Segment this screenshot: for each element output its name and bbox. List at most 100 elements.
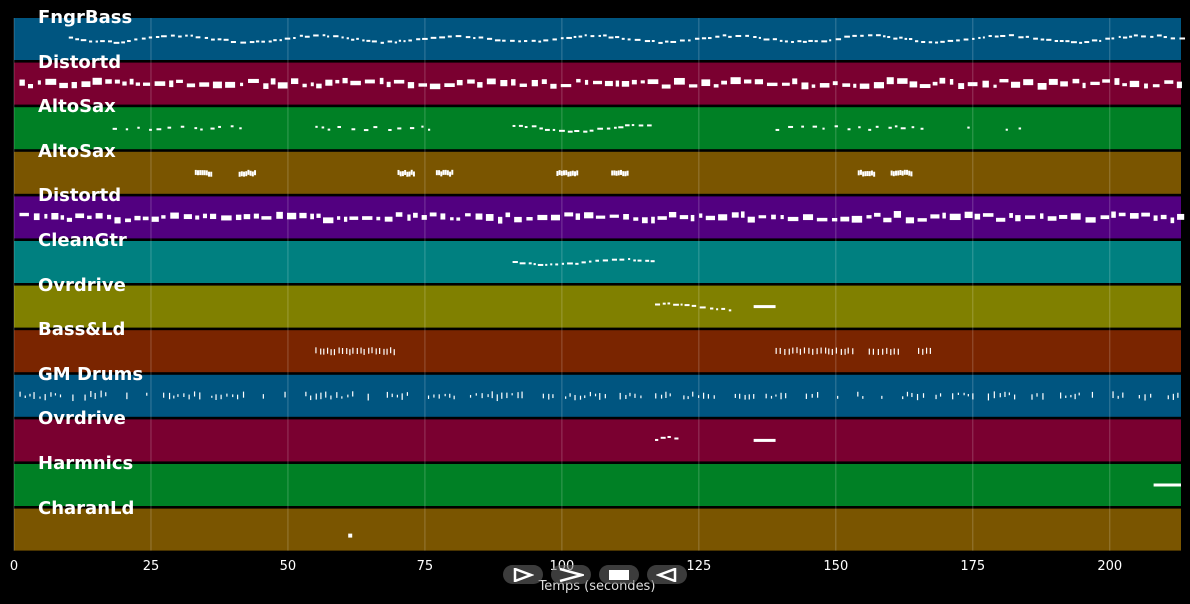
midi-note	[1118, 212, 1126, 217]
midi-note	[647, 124, 652, 127]
midi-note	[584, 395, 586, 399]
midi-note	[840, 216, 850, 222]
midi-note	[446, 170, 449, 176]
midi-note	[388, 128, 392, 131]
midi-note	[261, 216, 272, 220]
midi-note	[598, 34, 601, 37]
rewind-button[interactable]	[647, 565, 687, 584]
midi-note	[401, 171, 404, 177]
stop-button[interactable]	[599, 565, 639, 584]
midi-note	[384, 216, 393, 222]
midi-note	[173, 395, 175, 399]
midi-note	[819, 83, 830, 88]
midi-note	[1023, 79, 1034, 86]
midi-note	[348, 533, 353, 538]
midi-note	[447, 35, 452, 38]
midi-note	[243, 214, 251, 220]
midi-note	[857, 170, 860, 176]
midi-note	[565, 170, 568, 176]
midi-note	[268, 40, 272, 43]
midi-note	[829, 39, 832, 42]
midi-note	[336, 392, 338, 398]
midi-note	[444, 393, 446, 397]
midi-note	[195, 36, 201, 39]
midi-note	[1144, 83, 1148, 89]
midi-note	[545, 263, 548, 266]
midi-note	[651, 216, 655, 224]
play-from-start-button[interactable]	[503, 565, 543, 584]
midi-note	[371, 347, 373, 354]
midi-note	[595, 215, 606, 219]
track-lane[interactable]	[14, 374, 1181, 417]
track-lane[interactable]	[14, 508, 1181, 551]
midi-note	[820, 347, 822, 354]
midi-note	[734, 393, 736, 398]
midi-note	[211, 395, 213, 398]
midi-note	[44, 213, 48, 219]
track-lane[interactable]	[14, 151, 1181, 194]
track-name: CharanLd	[38, 497, 135, 519]
midi-note	[363, 129, 369, 132]
midi-note	[368, 347, 370, 354]
midi-note	[667, 435, 671, 438]
play-button[interactable]	[551, 565, 591, 584]
midi-note	[1070, 394, 1072, 398]
midi-note	[321, 126, 325, 129]
track-lane[interactable]	[14, 18, 1181, 60]
midi-note	[341, 36, 344, 39]
midi-note	[715, 35, 720, 38]
midi-note	[364, 79, 375, 84]
track-lane[interactable]	[14, 285, 1181, 328]
midi-note	[406, 392, 408, 396]
midi-note	[512, 261, 518, 264]
midi-note	[1040, 38, 1045, 41]
midi-note	[408, 39, 412, 42]
midi-note	[928, 41, 933, 44]
midi-note	[730, 77, 741, 85]
midi-note	[684, 304, 690, 307]
midi-note	[539, 127, 543, 130]
midi-note	[1133, 34, 1138, 37]
midi-note	[333, 349, 336, 356]
track-lane[interactable]	[14, 419, 1181, 462]
midi-note	[299, 34, 303, 37]
x-tick-label: 175	[960, 559, 986, 574]
midi-note	[638, 124, 644, 127]
midi-note	[435, 170, 438, 176]
midi-note	[1150, 393, 1152, 398]
midi-note	[95, 213, 103, 219]
midi-note	[202, 213, 207, 219]
midi-note	[1059, 214, 1068, 219]
midi-note	[1004, 391, 1006, 397]
track-lane[interactable]	[14, 464, 1181, 506]
midi-note	[713, 84, 719, 88]
midi-note	[449, 171, 452, 177]
midi-note	[745, 34, 750, 37]
midi-note	[249, 170, 252, 176]
midi-note	[511, 79, 516, 86]
midi-note	[325, 391, 327, 398]
midi-note	[812, 125, 818, 128]
midi-note	[531, 125, 537, 128]
midi-note	[731, 212, 739, 218]
midi-note	[816, 348, 818, 355]
midi-note	[439, 36, 446, 39]
track-lane[interactable]	[14, 241, 1181, 283]
midi-note	[713, 395, 715, 399]
midi-note	[808, 39, 813, 42]
midi-note	[940, 40, 945, 43]
midi-note	[487, 394, 489, 398]
midi-note	[193, 391, 196, 397]
midi-note	[210, 171, 213, 177]
midi-note	[758, 215, 767, 219]
midi-note	[129, 78, 134, 85]
midi-note	[142, 216, 149, 221]
midi-note	[626, 170, 629, 176]
midi-note	[996, 217, 1006, 222]
track-lane[interactable]	[14, 330, 1181, 373]
midi-note	[832, 81, 838, 86]
midi-note	[1008, 392, 1010, 396]
midi-note	[485, 214, 494, 221]
midi-note	[399, 171, 402, 177]
